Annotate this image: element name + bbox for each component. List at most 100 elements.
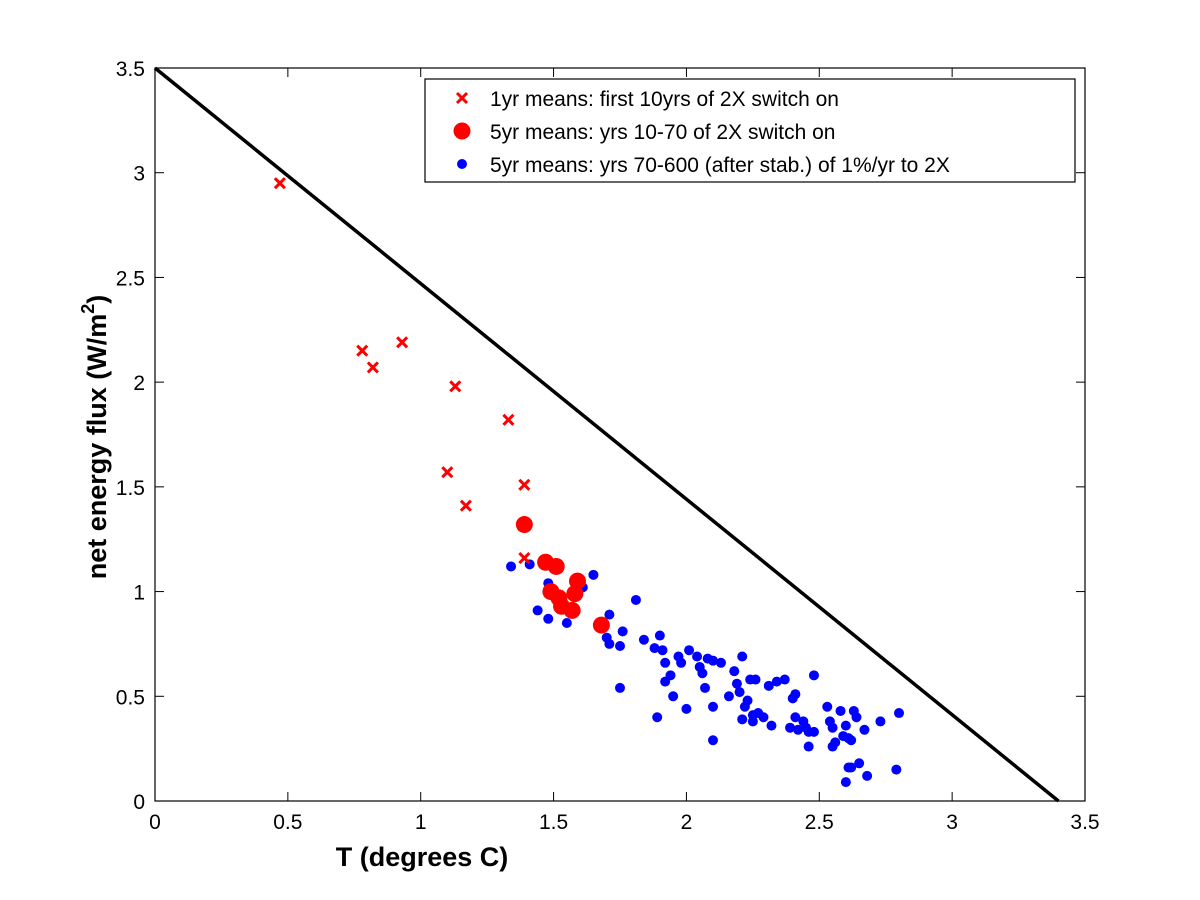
data-point (652, 712, 663, 723)
data-point (700, 682, 711, 693)
data-point (737, 714, 748, 725)
data-point (592, 616, 610, 634)
series-1 (273, 177, 531, 565)
data-point (771, 676, 782, 687)
data-point (758, 712, 769, 723)
data-point (660, 657, 671, 668)
plot-area-frame (154, 67, 1086, 802)
data-point (808, 726, 819, 737)
data-point (449, 380, 462, 393)
data-point (766, 720, 777, 731)
x-tick-label: 3 (946, 811, 958, 834)
legend: 1yr means: first 10yrs of 2X switch on 5y… (424, 78, 1076, 183)
y-tick-label: 0 (133, 791, 145, 814)
series-2 (515, 516, 610, 634)
data-point (750, 674, 761, 685)
legend-label: 1yr means: first 10yrs of 2X switch on (490, 88, 839, 111)
data-point (588, 569, 599, 580)
y-tick-label: 1 (133, 582, 145, 605)
x-marker-stroke (366, 361, 379, 374)
data-point (665, 670, 676, 681)
series-3 (506, 559, 904, 788)
legend-marker (455, 91, 469, 105)
data-point (808, 670, 819, 681)
data-point (715, 657, 726, 668)
data-point (563, 601, 581, 619)
y-tick-label: 0.5 (116, 686, 145, 709)
data-point (697, 668, 708, 679)
x-marker-stroke (441, 466, 454, 479)
data-point (827, 722, 838, 733)
data-point (459, 499, 472, 512)
y-axis-title: net energy flux (W/m2) (78, 295, 112, 580)
y-axis-title-close: ) (82, 295, 112, 304)
x-marker-stroke (518, 552, 531, 565)
x-tick-label: 1.5 (539, 811, 568, 834)
data-point (840, 720, 851, 731)
x-marker-stroke (459, 499, 472, 512)
data-point (515, 516, 533, 534)
ticks: 0 0.5 1 1.5 2 2.5 3 3.5 0 0.5 1 1.5 2 2.5 3 3.5 (116, 58, 1100, 834)
legend-marker (457, 159, 467, 169)
data-point (681, 703, 692, 714)
data-point (561, 617, 572, 628)
x-tick-label: 1 (415, 811, 427, 834)
data-point (668, 691, 679, 702)
data-point (441, 466, 454, 479)
data-point (779, 674, 790, 685)
data-point (638, 634, 649, 645)
x-marker-stroke (396, 336, 409, 349)
data-point (859, 724, 870, 735)
data-point (518, 478, 531, 491)
y-axis-title-main: net energy flux (W/m (82, 314, 112, 580)
data-point (846, 762, 857, 773)
legend-box (424, 78, 1076, 183)
data-point (615, 682, 625, 693)
data-point (790, 712, 801, 723)
data-point (830, 737, 841, 748)
data-point (273, 177, 286, 190)
data-point (723, 691, 734, 702)
data-point (615, 641, 625, 652)
y-tick-label: 2.5 (116, 267, 145, 290)
legend-entry-2: 5yr means: yrs 10-70 of 2X switch on (453, 121, 836, 144)
data-point (739, 701, 750, 712)
data-point (604, 638, 615, 649)
reference-line (153, 66, 1060, 803)
data-point (396, 336, 409, 349)
data-point (840, 777, 851, 788)
data-point (684, 645, 695, 656)
data-point (604, 609, 615, 620)
x-marker-stroke (273, 177, 286, 190)
x-tick-label: 0 (149, 811, 161, 834)
legend-entry-1: 1yr means: first 10yrs of 2X switch on (455, 88, 839, 111)
legend-label: 5yr means: yrs 70-600 (after stab.) of 1… (490, 154, 950, 177)
data-point (366, 361, 379, 374)
data-point (734, 687, 745, 698)
x-tick-label: 0.5 (273, 811, 302, 834)
data-point (846, 735, 857, 746)
data-point (532, 605, 543, 616)
data-point (708, 701, 718, 712)
x-marker-stroke (502, 413, 515, 426)
data-point (803, 741, 814, 752)
data-point (851, 712, 862, 723)
data-point (785, 722, 796, 733)
data-point (617, 626, 628, 637)
y-axis-title-superscript: 2 (78, 304, 98, 314)
data-point (630, 594, 641, 605)
data-point (822, 701, 833, 712)
data-point (894, 708, 904, 719)
data-point (657, 645, 668, 656)
x-tick-label: 3.5 (1070, 811, 1099, 834)
data-point (649, 643, 660, 654)
data-point (729, 666, 740, 677)
x-marker-stroke (518, 478, 531, 491)
data-point (862, 770, 873, 781)
x-marker-stroke (356, 344, 369, 357)
reference-line-group (153, 66, 1060, 803)
data-point (692, 651, 703, 662)
data-point (506, 561, 517, 572)
x-tick-label: 2 (681, 811, 693, 834)
